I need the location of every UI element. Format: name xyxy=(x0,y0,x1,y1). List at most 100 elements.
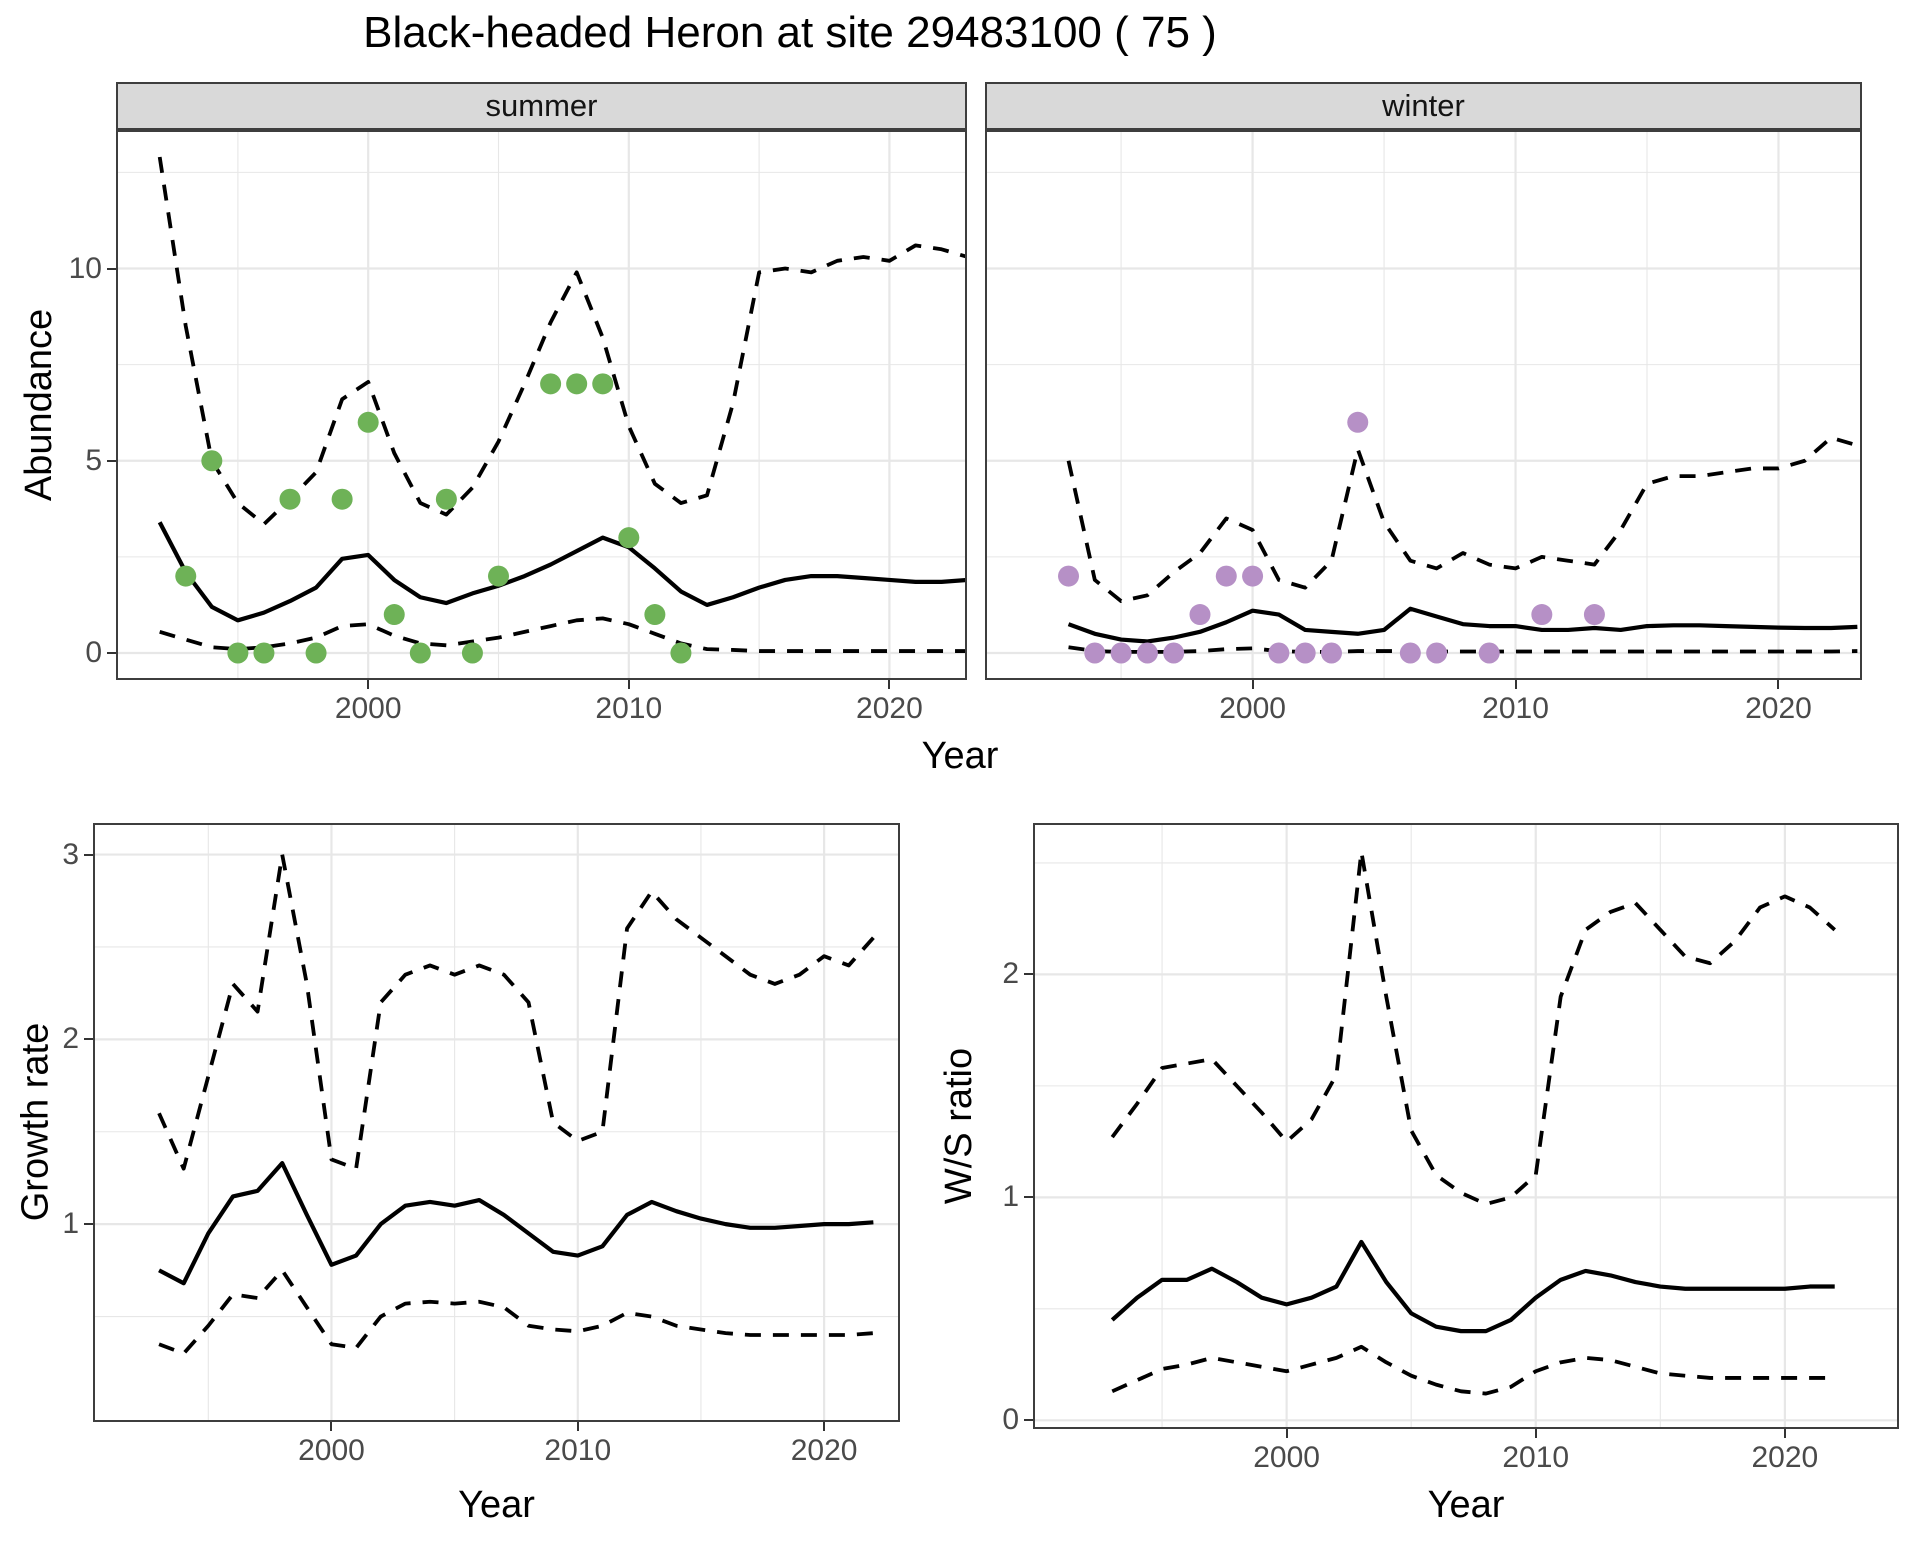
x-tick-label: 2000 xyxy=(334,692,402,725)
facet-strip-summer: summer xyxy=(116,82,967,130)
summer_abundance-point xyxy=(279,488,301,510)
abundance-winter-chart xyxy=(987,132,1860,678)
winter_abundance-lower_ci-line xyxy=(1068,645,1858,654)
y-tick-mark xyxy=(1024,973,1033,976)
x-tick-mark xyxy=(627,680,630,689)
figure-title: Black-headed Heron at site 29483100 ( 75… xyxy=(363,8,1217,57)
winter_abundance-point xyxy=(1531,604,1553,626)
x-tick-mark xyxy=(888,680,891,689)
ws_ratio-upper_ci-line xyxy=(1110,849,1836,1206)
y-tick-label: 0 xyxy=(85,636,102,669)
summer_abundance-point xyxy=(592,373,614,395)
x-tick-mark xyxy=(330,1422,333,1431)
panel-ws-ratio xyxy=(1033,823,1899,1429)
summer_abundance-point xyxy=(409,642,431,664)
summer_abundance-point xyxy=(305,642,327,664)
winter_abundance-point xyxy=(1242,565,1264,587)
x-tick-label: 2020 xyxy=(790,1434,858,1467)
x-tick-mark xyxy=(1783,1429,1786,1438)
summer_abundance-point xyxy=(331,488,353,510)
summer_abundance-point xyxy=(487,565,509,587)
winter_abundance-point xyxy=(1268,642,1290,664)
panel-growth-rate xyxy=(93,823,900,1422)
y-tick-mark xyxy=(107,459,116,462)
panel-abundance-winter xyxy=(985,130,1862,680)
winter_abundance-mean-line xyxy=(1067,606,1858,644)
summer_abundance-point xyxy=(566,373,588,395)
summer_abundance-point xyxy=(540,373,562,395)
x-tick-label: 2000 xyxy=(1253,1441,1320,1474)
y-axis-title-growth-rate: Growth rate xyxy=(14,1022,57,1222)
y-tick-mark xyxy=(1024,1419,1033,1422)
x-tick-mark xyxy=(1534,1429,1537,1438)
summer_abundance-point xyxy=(618,527,640,549)
summer_abundance-point xyxy=(383,604,405,626)
x-tick-label: 2010 xyxy=(1502,1441,1570,1474)
summer_abundance-point xyxy=(175,565,197,587)
figure-title-wrap: Black-headed Heron at site 29483100 ( 75… xyxy=(0,8,1580,58)
growth_rate-lower_ci-line xyxy=(158,1268,874,1356)
y-tick-label: 2 xyxy=(62,1022,79,1056)
winter_abundance-point xyxy=(1163,642,1185,664)
growth-rate-chart xyxy=(95,825,898,1420)
growth_rate-mean-line xyxy=(158,1161,874,1286)
x-tick-label: 2000 xyxy=(298,1434,365,1467)
winter_abundance-point xyxy=(1478,642,1500,664)
x-tick-label: 2020 xyxy=(1751,1441,1819,1474)
x-tick-label: 2000 xyxy=(1219,692,1286,725)
winter_abundance-point xyxy=(1399,642,1421,664)
ws_ratio-lower_ci-line xyxy=(1111,1344,1835,1396)
y-tick-label: 1 xyxy=(62,1207,79,1241)
winter_abundance-point xyxy=(1426,642,1448,664)
summer_abundance-point xyxy=(357,411,379,433)
panel-abundance-summer xyxy=(116,130,967,680)
summer_abundance-point xyxy=(435,488,457,510)
facet-strip-winter: winter xyxy=(985,82,1862,130)
y-tick-label: 0 xyxy=(1002,1403,1019,1437)
summer_abundance-upper_ci-line xyxy=(157,156,965,527)
y-tick-mark xyxy=(84,1038,93,1041)
y-tick-label: 10 xyxy=(68,251,102,285)
abundance-summer-chart xyxy=(118,132,965,678)
summer_abundance-lower_ci-line xyxy=(159,616,965,653)
summer_abundance-point xyxy=(670,642,692,664)
x-axis-title-year-top: Year xyxy=(921,735,999,777)
x-tick-label: 2020 xyxy=(856,692,923,725)
y-axis-title-abundance: Abundance xyxy=(18,308,60,502)
winter_abundance-point xyxy=(1583,604,1605,626)
facet-strip-winter-label: winter xyxy=(1382,88,1465,123)
winter_abundance-point xyxy=(1294,642,1316,664)
summer_abundance-point xyxy=(227,642,249,664)
x-tick-label: 2020 xyxy=(1745,692,1812,725)
y-tick-mark xyxy=(107,267,116,270)
x-axis-title-year-growth: Year xyxy=(458,1484,535,1526)
x-tick-mark xyxy=(1777,680,1780,689)
ws_ratio-mean-line xyxy=(1110,1239,1835,1334)
y-tick-mark xyxy=(84,1223,93,1226)
x-tick-mark xyxy=(367,680,370,689)
x-tick-mark xyxy=(576,1422,579,1431)
ws-ratio-chart xyxy=(1035,825,1897,1427)
winter_abundance-point xyxy=(1136,642,1158,664)
winter_abundance-point xyxy=(1320,642,1342,664)
y-tick-mark xyxy=(1024,1196,1033,1199)
winter_abundance-point xyxy=(1189,604,1211,626)
summer_abundance-mean-line xyxy=(157,521,965,623)
x-tick-label: 2010 xyxy=(1482,692,1549,725)
winter_abundance-point xyxy=(1084,642,1106,664)
summer_abundance-point xyxy=(644,604,666,626)
y-tick-label: 2 xyxy=(1002,957,1019,991)
x-tick-mark xyxy=(1285,1429,1288,1438)
winter_abundance-point xyxy=(1347,411,1369,433)
summer_abundance-point xyxy=(253,642,275,664)
winter_abundance-point xyxy=(1110,642,1132,664)
summer_abundance-point xyxy=(461,642,483,664)
y-axis-title-ws-ratio: W/S ratio xyxy=(938,1047,980,1205)
winter_abundance-point xyxy=(1058,565,1080,587)
y-tick-label: 1 xyxy=(1002,1180,1019,1214)
x-tick-mark xyxy=(823,1422,826,1431)
x-tick-mark xyxy=(1514,680,1517,689)
winter_abundance-upper_ci-line xyxy=(1066,435,1858,603)
growth_rate-upper_ci-line xyxy=(157,852,875,1171)
